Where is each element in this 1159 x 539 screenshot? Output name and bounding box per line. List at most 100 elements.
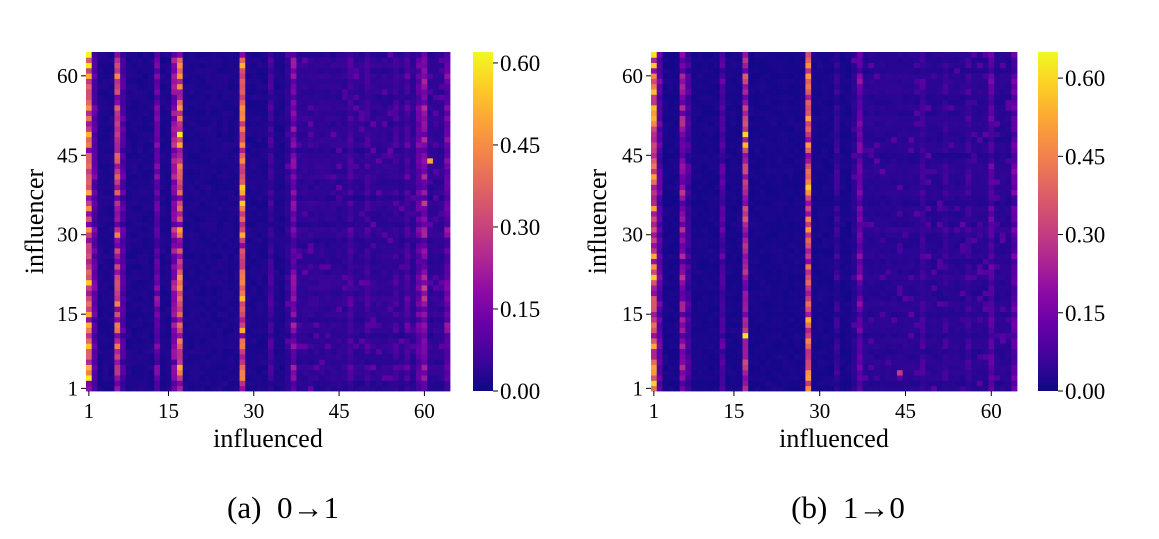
heatmap-cell xyxy=(182,242,189,249)
heatmap-cell xyxy=(936,359,944,365)
heatmap-cell xyxy=(154,253,161,259)
heatmap-cell xyxy=(216,179,223,185)
heatmap-cell xyxy=(103,359,110,365)
heatmap-cell xyxy=(805,322,812,328)
heatmap-cell xyxy=(91,94,98,101)
heatmap-cell xyxy=(370,99,377,106)
heatmap-cell xyxy=(364,290,371,297)
heatmap-cell xyxy=(398,285,405,291)
heatmap-cell xyxy=(285,274,292,281)
heatmap-cell xyxy=(896,338,904,344)
heatmap-cell xyxy=(137,311,144,318)
heatmap-cell xyxy=(381,126,388,132)
heatmap-cell xyxy=(194,306,201,312)
heatmap-cell xyxy=(182,306,189,312)
heatmap-cell xyxy=(336,67,343,74)
heatmap-cell xyxy=(228,279,235,286)
heatmap-cell xyxy=(114,99,121,106)
heatmap-cell xyxy=(120,332,127,339)
heatmap-cell xyxy=(765,327,772,334)
heatmap-cell xyxy=(347,258,354,265)
heatmap-cell xyxy=(120,131,127,138)
heatmap-cell xyxy=(188,52,195,58)
heatmap-cell xyxy=(199,380,206,387)
heatmap-cell xyxy=(125,348,132,355)
heatmap-cell xyxy=(805,375,812,381)
heatmap-cell xyxy=(341,195,349,201)
heatmap-cell xyxy=(97,385,104,392)
heatmap-cell xyxy=(250,152,258,159)
heatmap-cell xyxy=(381,258,388,265)
heatmap-cell xyxy=(182,78,189,85)
heatmap-cell xyxy=(965,369,972,376)
heatmap-cell xyxy=(222,200,229,207)
heatmap-cell xyxy=(285,104,292,111)
heatmap-cell xyxy=(239,247,246,254)
heatmap-cell xyxy=(748,316,755,323)
heatmap-cell xyxy=(233,115,240,122)
heatmap-cell xyxy=(816,327,823,334)
heatmap-cell xyxy=(393,327,400,334)
heatmap-cell xyxy=(194,110,201,116)
heatmap-cell xyxy=(91,115,98,122)
heatmap-cell xyxy=(415,83,422,90)
heatmap-cell xyxy=(97,353,104,360)
heatmap-cell xyxy=(868,332,875,339)
heatmap-cell xyxy=(370,359,377,365)
heatmap-cell xyxy=(182,269,189,275)
heatmap-cell xyxy=(97,189,104,196)
heatmap-cell xyxy=(239,120,246,127)
heatmap-cell xyxy=(381,89,388,95)
heatmap-cell xyxy=(347,343,354,350)
heatmap-cell xyxy=(245,295,252,302)
heatmap-cell xyxy=(313,200,320,207)
heatmap-cell xyxy=(438,147,445,154)
heatmap-cell xyxy=(771,343,778,350)
heatmap-cell xyxy=(239,285,246,291)
heatmap-cell xyxy=(427,322,434,328)
heatmap-cell xyxy=(114,327,121,334)
heatmap-cell xyxy=(290,322,297,328)
heatmap-cell xyxy=(908,322,915,328)
heatmap-cell xyxy=(432,353,440,360)
heatmap-cell xyxy=(370,89,377,95)
heatmap-cell xyxy=(177,147,184,154)
heatmap-cell xyxy=(205,131,212,138)
heatmap-cell xyxy=(879,343,886,350)
heatmap-cell xyxy=(319,311,326,318)
heatmap-cell xyxy=(415,131,422,138)
heatmap-cell xyxy=(142,385,149,392)
heatmap-cell xyxy=(159,327,167,334)
heatmap-cell xyxy=(656,327,663,334)
heatmap-cell xyxy=(86,311,93,318)
heatmap-cell xyxy=(398,237,405,244)
heatmap-cell xyxy=(708,353,715,360)
heatmap-cell xyxy=(211,269,218,275)
heatmap-cell xyxy=(256,279,263,286)
heatmap-cell xyxy=(364,62,371,69)
heatmap-cell xyxy=(862,338,869,344)
heatmap-cell xyxy=(364,67,371,74)
heatmap-cell xyxy=(120,269,127,275)
heatmap-cell xyxy=(421,269,428,275)
heatmap-cell xyxy=(427,104,434,111)
heatmap-cell xyxy=(165,226,172,233)
heatmap-cell xyxy=(432,147,440,154)
heatmap-cell xyxy=(851,375,858,381)
heatmap-cell xyxy=(942,369,949,376)
heatmap-cell xyxy=(296,94,303,101)
heatmap-cell xyxy=(822,348,829,355)
heatmap-cell xyxy=(822,375,829,381)
heatmap-cell xyxy=(125,163,132,169)
heatmap-cell xyxy=(120,253,127,259)
heatmap-cell xyxy=(421,216,428,222)
heatmap-cell xyxy=(415,73,422,79)
heatmap-cell xyxy=(307,343,314,350)
heatmap-cell xyxy=(307,136,314,143)
heatmap-cell xyxy=(324,295,331,302)
heatmap-cell xyxy=(651,369,658,376)
heatmap-cell xyxy=(662,359,669,365)
heatmap-cell xyxy=(268,78,275,85)
heatmap-cell xyxy=(250,62,258,69)
colorbar-tick-label: 0.30 xyxy=(500,215,540,240)
